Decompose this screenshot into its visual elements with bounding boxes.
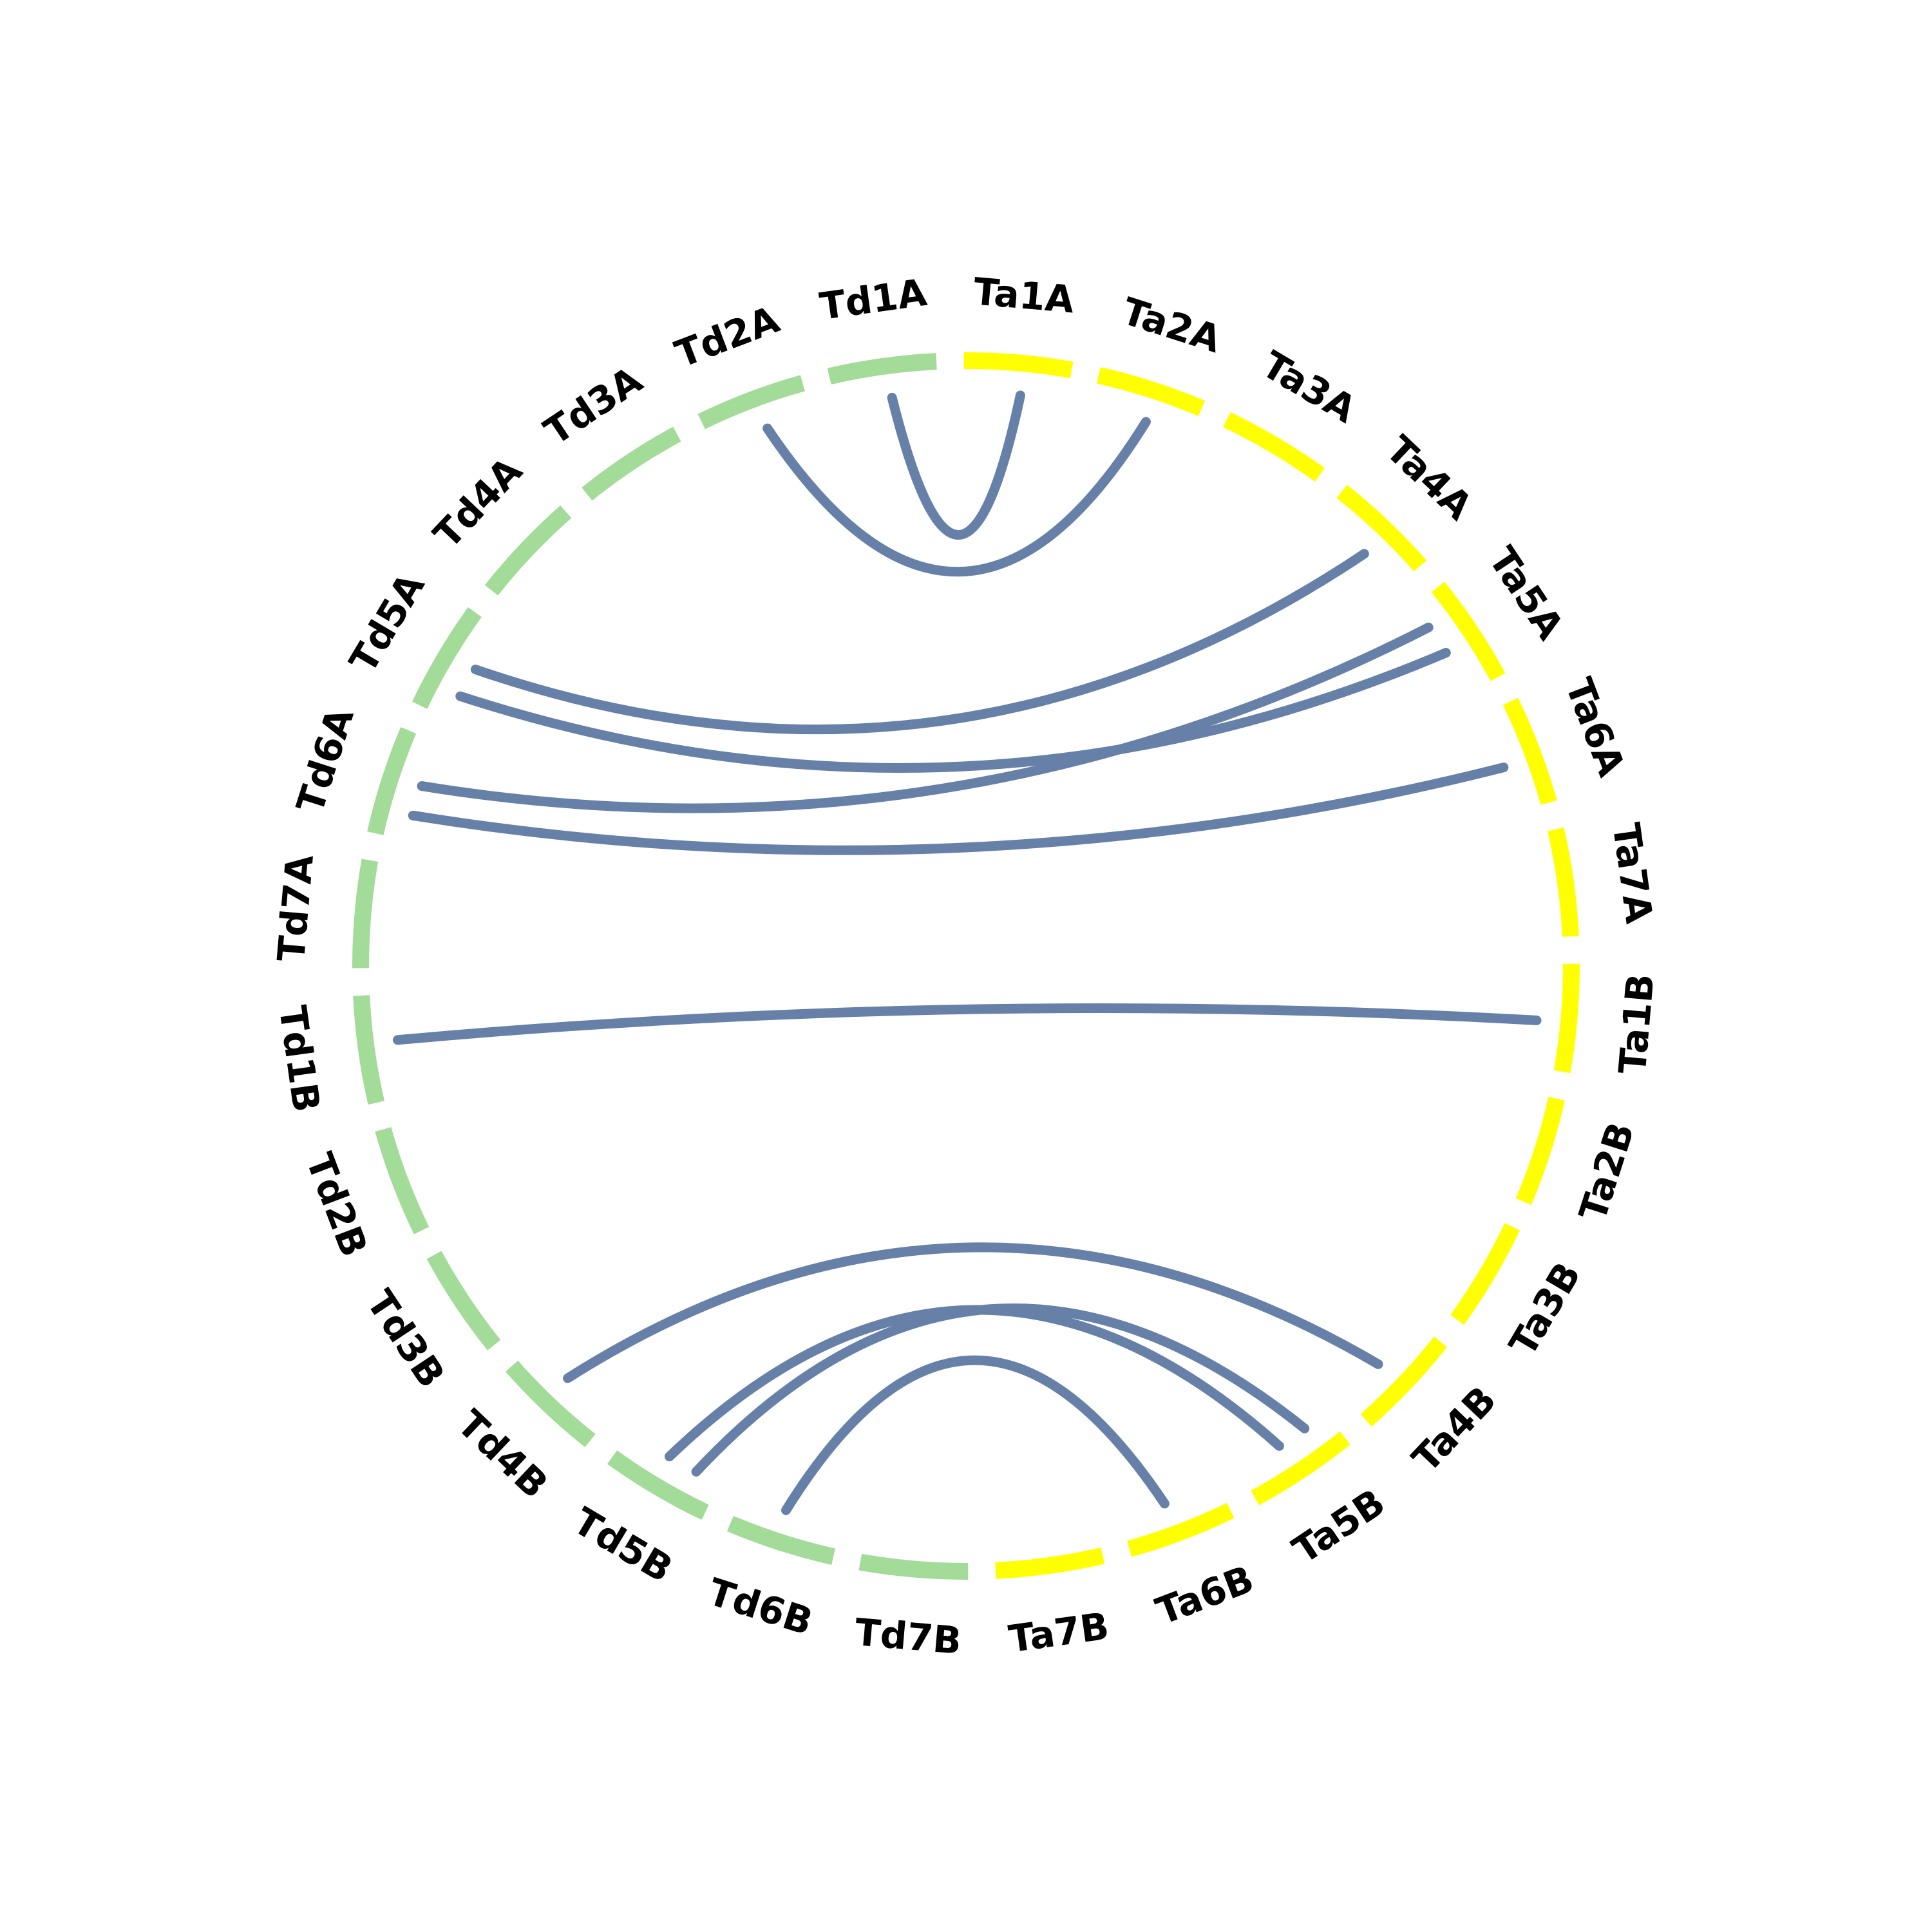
chromosome-arcs-layer bbox=[352, 352, 1580, 1580]
link-td5b-ta5b bbox=[691, 1303, 1310, 1477]
chromosome-arc-td5b bbox=[607, 1450, 709, 1520]
chromosome-arc-td5a bbox=[412, 607, 482, 709]
chromosome-arc-td2b bbox=[375, 1127, 430, 1235]
chromosome-arc-ta1a bbox=[963, 352, 1074, 379]
chromosome-label-ta4a: Ta4A bbox=[1378, 427, 1481, 528]
chromosome-label-ta2b: Ta2B bbox=[1571, 1117, 1643, 1226]
chromosome-label-ta1a: Ta1A bbox=[972, 269, 1076, 321]
chromosome-arc-ta1b bbox=[1553, 963, 1580, 1074]
chromosome-arc-td6b bbox=[726, 1515, 835, 1565]
chromosome-arc-ta5b bbox=[1251, 1431, 1350, 1506]
chromosome-arc-ta7b bbox=[995, 1548, 1105, 1579]
chromosome-label-td6b: Td6B bbox=[703, 1569, 819, 1643]
link-td5b-ta5b bbox=[665, 1305, 1284, 1462]
chromosome-label-ta7a: Ta7A bbox=[1604, 820, 1662, 926]
chromosome-label-ta4b: Ta4B bbox=[1404, 1378, 1505, 1481]
chromosome-arc-ta7a bbox=[1548, 827, 1579, 937]
chromosome-arc-ta4a bbox=[1336, 484, 1427, 572]
chromosome-arc-td1b bbox=[353, 995, 384, 1105]
chromosome-label-ta1b: Ta1B bbox=[1611, 972, 1663, 1075]
chromosome-label-td1b: Td1B bbox=[270, 1003, 328, 1114]
chromosome-arc-ta2b bbox=[1515, 1097, 1565, 1206]
chromosome-label-ta2a: Ta2A bbox=[1117, 289, 1226, 362]
chromosome-arc-td3a bbox=[582, 426, 681, 501]
chromosome-label-td7b: Td7B bbox=[853, 1610, 963, 1663]
chromosome-label-td2a: Td2A bbox=[669, 298, 785, 377]
chromosome-arc-ta2a bbox=[1097, 367, 1206, 417]
chromosome-arc-td4b bbox=[505, 1360, 596, 1448]
chromosome-label-ta7b: Ta7B bbox=[1006, 1604, 1112, 1662]
chromosome-label-td7a: Td7A bbox=[269, 853, 322, 963]
chromosome-label-td1a: Td1A bbox=[817, 270, 929, 328]
chromosome-arc-ta3a bbox=[1223, 412, 1325, 482]
chromosome-label-td5b: Td5B bbox=[566, 1499, 680, 1591]
chromosome-arc-ta3b bbox=[1450, 1223, 1520, 1325]
chromosome-label-td3a: Td3A bbox=[536, 358, 650, 454]
link-td2a-ta2a bbox=[762, 417, 1151, 577]
link-td6b-ta6b bbox=[781, 1355, 1170, 1515]
chromosome-label-td3b: Td3B bbox=[358, 1282, 453, 1396]
chromosome-arc-td6a bbox=[367, 726, 417, 835]
chromosome-arc-td4a bbox=[484, 505, 572, 596]
chromosome-arc-ta4b bbox=[1360, 1336, 1448, 1427]
link-td5a-ta4a bbox=[470, 549, 1369, 735]
chromosome-label-ta5a: Ta5A bbox=[1480, 539, 1572, 647]
links-layer bbox=[392, 390, 1542, 1515]
chromosome-arc-ta5a bbox=[1431, 582, 1506, 681]
chromosome-label-ta3b: Ta3B bbox=[1501, 1255, 1589, 1363]
chromosome-label-td4b: Td4B bbox=[449, 1401, 556, 1506]
chromosome-label-ta3a: Ta3A bbox=[1255, 343, 1363, 431]
chromosome-arc-td7a bbox=[352, 858, 379, 969]
link-td1a-ta1a bbox=[887, 390, 1025, 540]
link-td5a-ta5a bbox=[455, 648, 1451, 773]
link-td6a-ta6a bbox=[408, 762, 1509, 855]
chromosome-label-td5a: Td5A bbox=[341, 565, 433, 680]
chromosome-label-ta6a: Ta6A bbox=[1557, 672, 1633, 782]
chromosome-label-td2b: Td2B bbox=[298, 1147, 376, 1262]
link-td1b-ta1b bbox=[392, 1003, 1542, 1045]
chromosome-arc-ta6a bbox=[1502, 697, 1557, 805]
chromosome-arc-td1a bbox=[827, 353, 937, 384]
chromosome-label-td6a: Td6A bbox=[288, 703, 363, 818]
chromosome-arc-td3b bbox=[426, 1251, 501, 1350]
link-td4b-ta4b bbox=[563, 1242, 1383, 1383]
chromosome-arc-td2a bbox=[697, 375, 805, 430]
link-td6a-ta5a bbox=[417, 622, 1434, 813]
chromosome-label-ta5b: Ta5B bbox=[1285, 1481, 1392, 1573]
chromosome-label-td4a: Td4A bbox=[425, 449, 531, 557]
chromosome-arc-td7b bbox=[858, 1553, 969, 1580]
chromosome-label-ta6b: Ta6B bbox=[1150, 1557, 1260, 1634]
chromosome-arc-ta6b bbox=[1127, 1502, 1235, 1557]
